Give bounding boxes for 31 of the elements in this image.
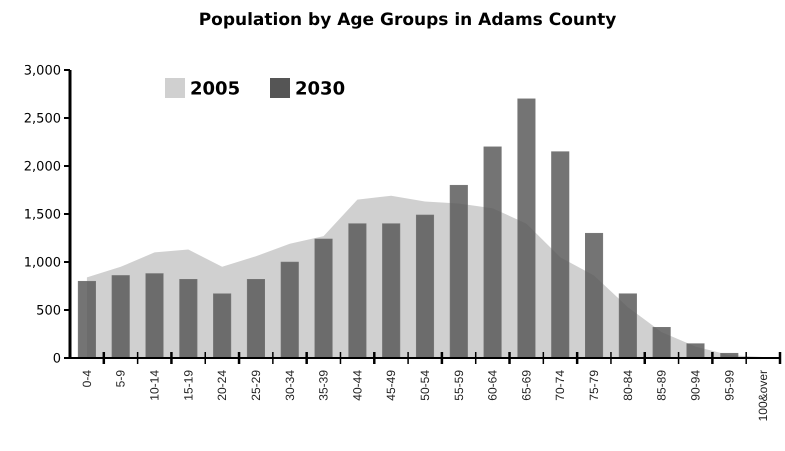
x-tick-label: 20-24 bbox=[215, 370, 230, 401]
y-tick-label: 3,000 bbox=[24, 64, 61, 79]
y-tick-label: 1,500 bbox=[24, 208, 61, 223]
x-tick-label: 60-64 bbox=[486, 370, 500, 401]
x-tick-label: 95-99 bbox=[722, 370, 736, 401]
y-tick-label: 0 bbox=[52, 352, 61, 367]
x-tick-label: 85-89 bbox=[654, 370, 669, 401]
x-tick-label: 90-94 bbox=[688, 370, 702, 401]
legend-label: 2005 bbox=[190, 78, 240, 100]
x-tick-label: 15-19 bbox=[181, 370, 196, 401]
x-tick-label: 10-14 bbox=[148, 370, 162, 401]
x-tick-label: 5-9 bbox=[114, 370, 128, 388]
y-tick-label: 1,000 bbox=[24, 256, 61, 271]
x-tick-label: 35-39 bbox=[316, 370, 331, 401]
x-tick-label: 50-54 bbox=[418, 370, 432, 401]
x-tick-label: 55-59 bbox=[452, 370, 466, 401]
x-tick-label: 40-44 bbox=[350, 370, 364, 401]
x-tick-label: 80-84 bbox=[620, 370, 635, 401]
x-tick-label: 75-79 bbox=[587, 370, 602, 401]
y-tick-label: 2,500 bbox=[24, 112, 61, 127]
x-tick-label: 30-34 bbox=[282, 370, 297, 401]
x-tick-label: 100&over bbox=[756, 370, 770, 422]
y-tick-label: 2,000 bbox=[24, 160, 61, 175]
x-tick-label: 45-49 bbox=[384, 370, 398, 401]
legend-label: 2030 bbox=[295, 78, 346, 100]
x-tick-label: 70-74 bbox=[553, 370, 568, 401]
chart-title: Population by Age Groups in Adams County bbox=[198, 10, 616, 30]
y-tick-label: 500 bbox=[36, 304, 61, 319]
x-tick-label: 0-4 bbox=[80, 370, 94, 388]
x-tick-label: 65-69 bbox=[519, 370, 534, 401]
x-tick-label: 25-29 bbox=[248, 370, 263, 401]
